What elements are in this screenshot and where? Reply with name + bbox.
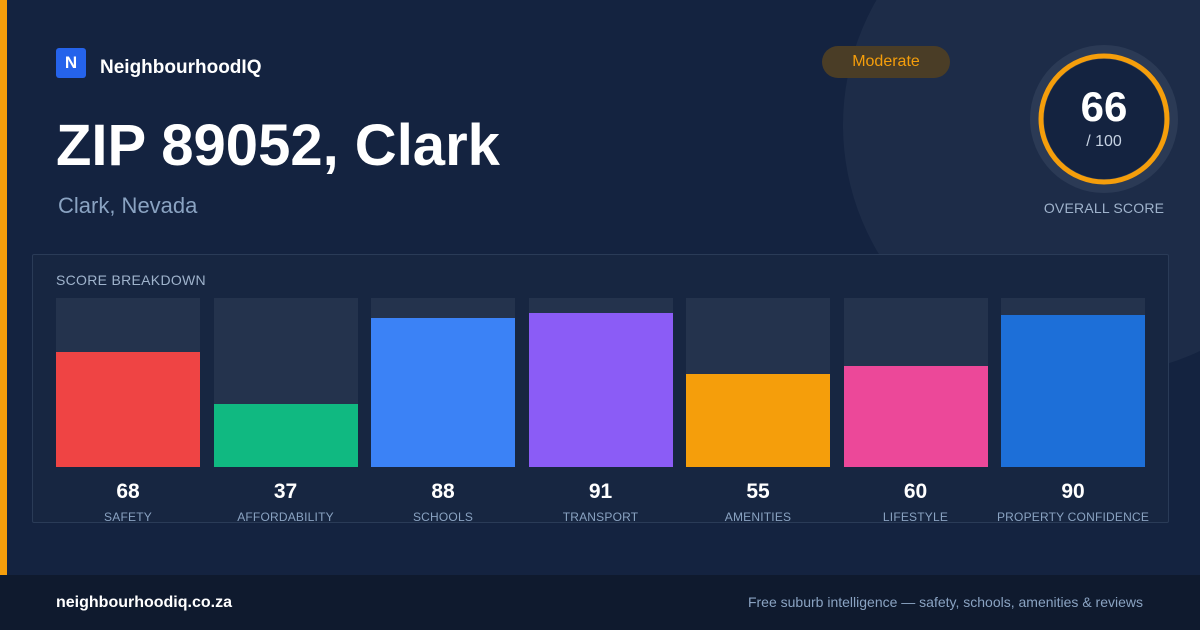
bar-label: LIFESTYLE — [882, 510, 949, 524]
bar-value: 55 — [746, 480, 770, 503]
bar-value: 90 — [1061, 480, 1085, 503]
brand-name: NeighbourhoodIQ — [100, 57, 262, 78]
overall-score-value: 66 — [1080, 83, 1128, 130]
bar-label: PROPERTY CONFIDENCE — [996, 510, 1150, 524]
footer-url-link[interactable]: neighbourhoodiq.co.za — [56, 594, 232, 611]
breakdown-title: SCORE BREAKDOWN — [56, 272, 206, 288]
bar-label: SCHOOLS — [412, 510, 474, 524]
bar-label: TRANSPORT — [562, 510, 639, 524]
brand-logo-icon: N — [56, 47, 86, 78]
bar-label: AMENITIES — [724, 510, 792, 524]
bar-track — [528, 298, 673, 467]
score-ring-arc — [1038, 53, 1170, 185]
bar-fill — [371, 318, 515, 467]
bar-track — [686, 298, 830, 467]
bar-fill — [56, 352, 200, 467]
bar-label: AFFORDABILITY — [237, 510, 334, 524]
bar-track — [843, 298, 988, 467]
footer-tagline: Free suburb intelligence — safety, schoo… — [747, 594, 1143, 610]
brand[interactable]: N NeighbourhoodIQ — [56, 46, 261, 79]
bar-track — [1001, 298, 1145, 467]
bar-label: SAFETY — [104, 510, 152, 524]
bar-value: 88 — [431, 480, 455, 503]
bar-value: 91 — [588, 480, 613, 503]
bar-value: 37 — [273, 480, 298, 503]
location-subtitle: Clark, Nevada — [58, 193, 198, 218]
bar-track — [371, 298, 515, 467]
bar-fill — [528, 313, 673, 467]
bar-fill — [213, 404, 358, 467]
score-breakdown-panel: SCORE BREAKDOWN 68 SAFETY 37 AFFORDABILITY 8… — [32, 254, 1169, 524]
accent-bar — [0, 0, 7, 575]
overall-score-label: OVERALL SCORE — [1043, 200, 1165, 216]
overall-score-max: / 100 — [1086, 133, 1122, 150]
bar-track — [213, 298, 358, 467]
footer: neighbourhoodiq.co.za Free suburb intell… — [0, 575, 1200, 630]
bar-track — [56, 298, 200, 467]
rating-badge: Moderate — [822, 46, 950, 78]
page-title: ZIP 89052, Clark — [56, 113, 500, 178]
breakdown-bars: 68 SAFETY 37 AFFORDABILITY 88 SCHOOLS 91 TRANSP… — [33, 255, 1168, 524]
bar-fill — [1001, 315, 1145, 467]
share-card: N NeighbourhoodIQ ZIP 89052, Clark Clark… — [0, 0, 1180, 575]
bar-fill — [686, 374, 830, 467]
score-ring-graphic — [1030, 45, 1178, 193]
score-ring-inner — [1044, 59, 1164, 179]
bar-fill — [843, 366, 988, 467]
overall-score-ring: 66 / 100 — [1028, 43, 1180, 195]
bar-value: 68 — [116, 480, 140, 503]
bar-value: 60 — [903, 480, 928, 503]
